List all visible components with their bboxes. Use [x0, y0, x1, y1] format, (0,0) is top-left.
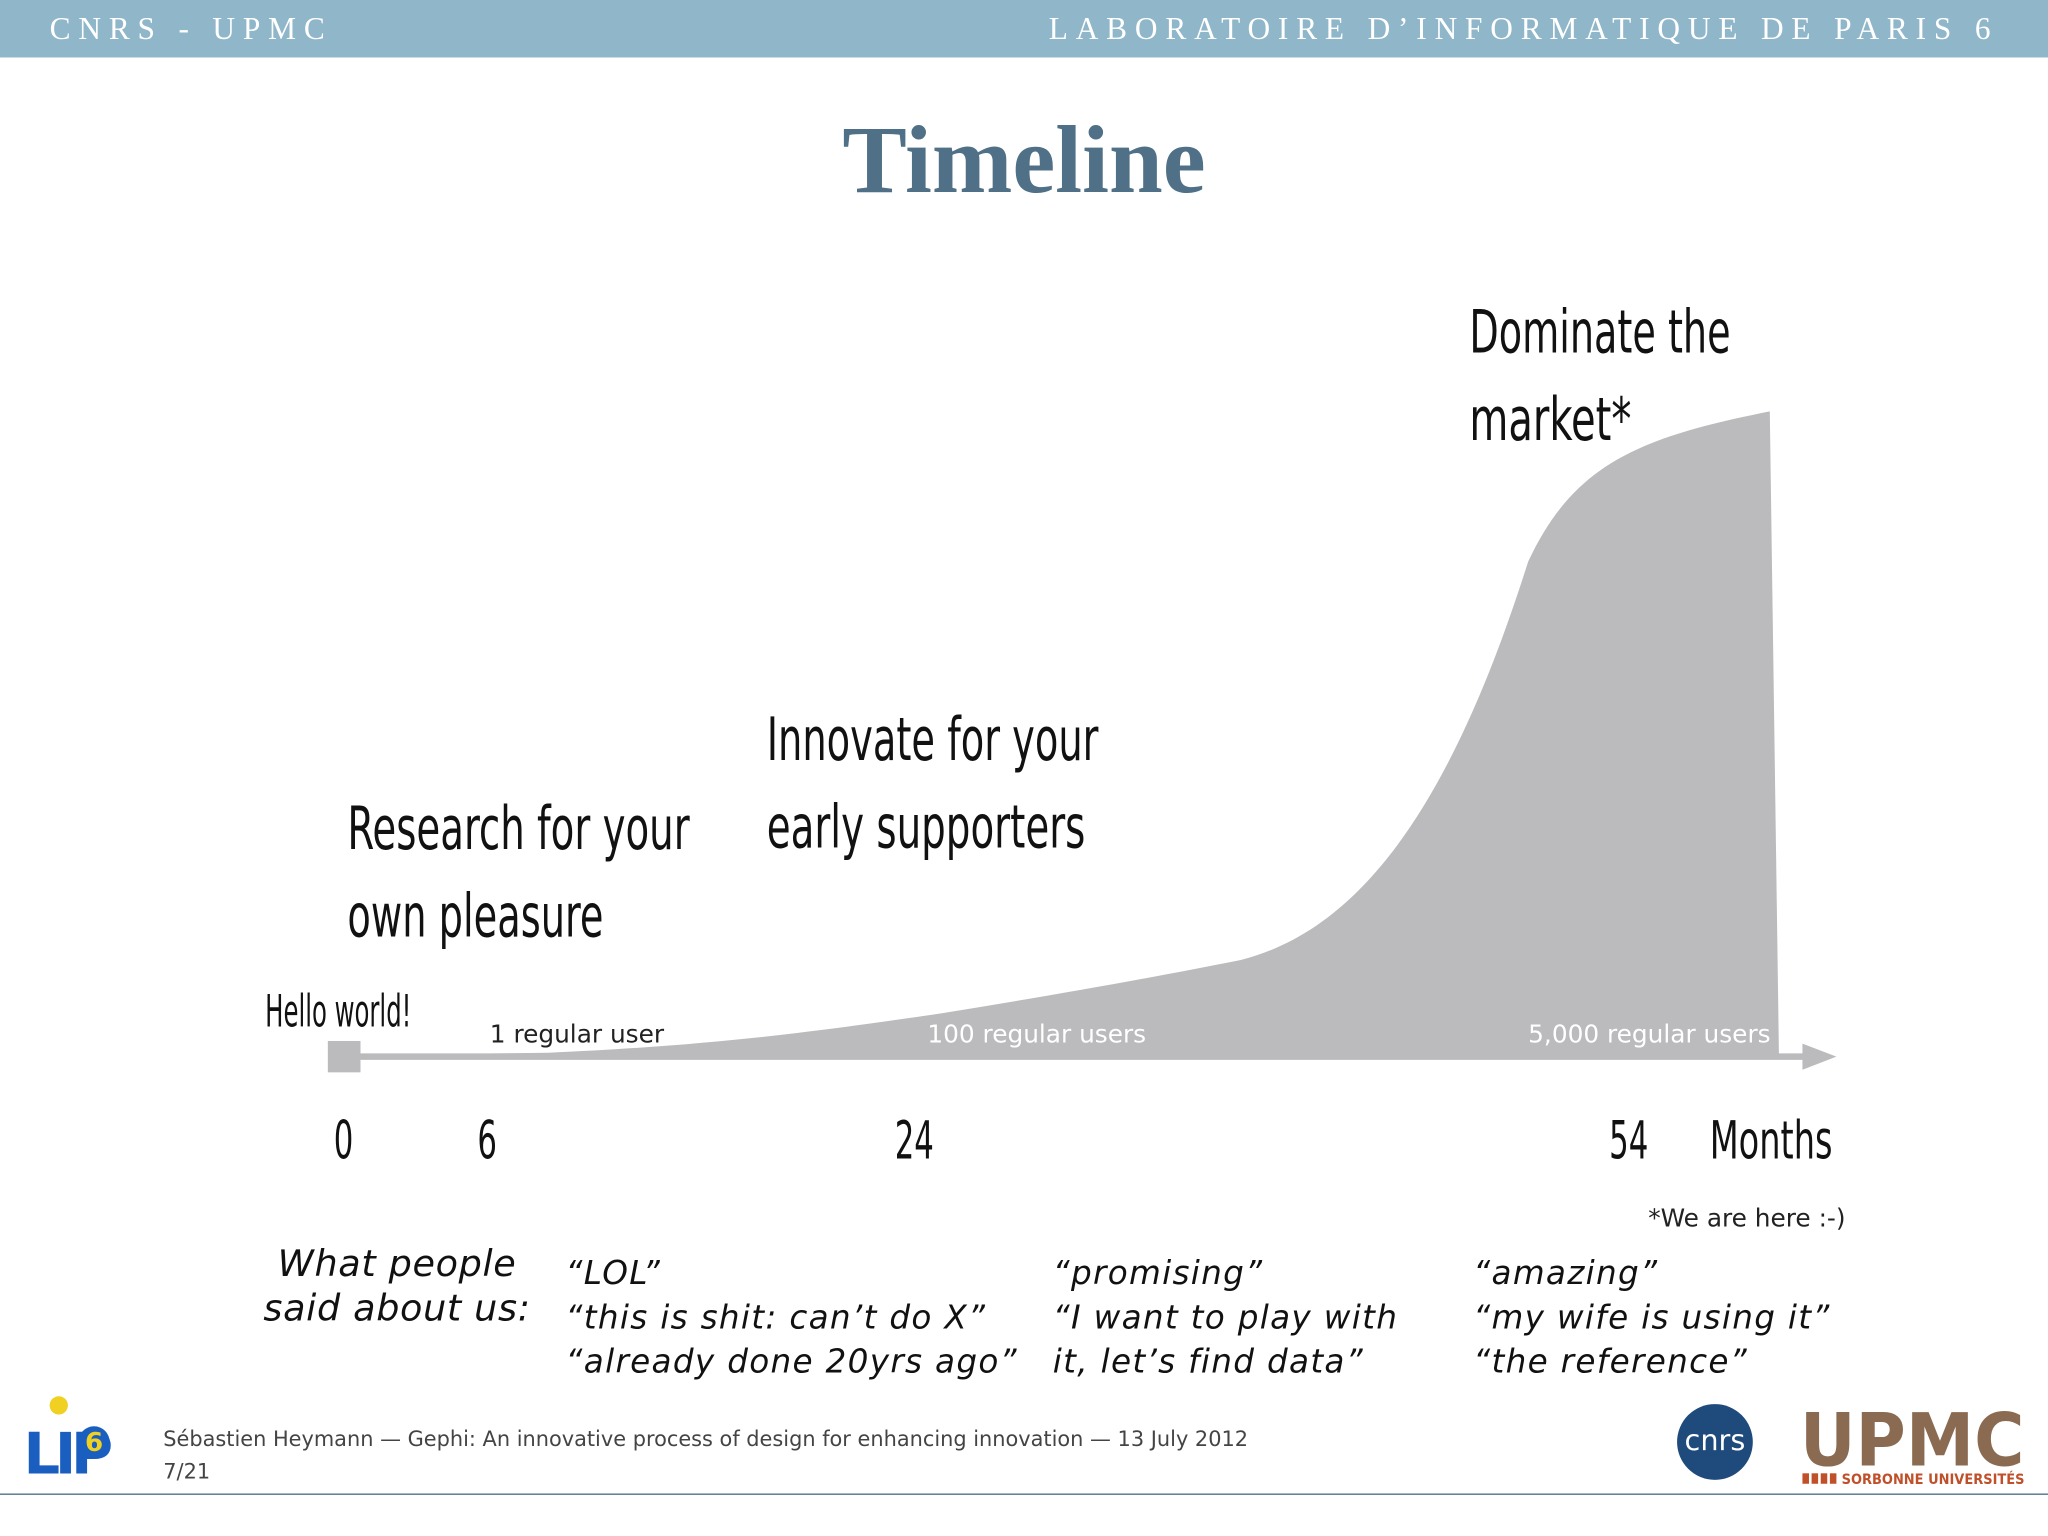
header-bar — [0, 0, 2048, 58]
sorbonne-logo: SORBONNE UNIVERSITÉS — [1842, 1471, 2025, 1488]
sorbonne-mark — [1811, 1473, 1819, 1484]
quote: “promising” — [1053, 1254, 1264, 1292]
phase-label: own pleasure — [347, 881, 603, 951]
phase-label: Research for your — [347, 794, 690, 864]
cnrs-logo: cnrs — [1685, 1423, 1746, 1457]
quotes-label: said about us: — [263, 1286, 530, 1329]
lip-digit: 6 — [85, 1428, 103, 1458]
quote: “this is shit: can’t do X” — [566, 1298, 987, 1336]
lip-dot — [49, 1396, 68, 1415]
tick-label: 24 — [895, 1112, 934, 1172]
note: *We are here :-) — [1648, 1203, 1845, 1232]
sorbonne-mark — [1802, 1473, 1809, 1484]
quote: “LOL” — [566, 1254, 662, 1292]
tick-label: 54 — [1609, 1112, 1648, 1172]
quotes-label: What people — [278, 1242, 517, 1285]
footer-credit: Sébastien Heymann — Gephi: An innovative… — [163, 1427, 1248, 1451]
phase-label: Dominate the — [1469, 298, 1730, 368]
user-count: 100 regular users — [927, 1019, 1146, 1048]
lip-badge — [78, 1426, 110, 1458]
tick-label: 6 — [477, 1112, 497, 1172]
unit-label: Months — [1710, 1112, 1833, 1172]
cnrs-badge — [1677, 1404, 1753, 1480]
quote: “amazing” — [1473, 1254, 1658, 1292]
quote: “my wife is using it” — [1473, 1298, 1830, 1336]
slide-title: Timeline — [842, 106, 1205, 213]
user-count: 1 regular user — [490, 1019, 665, 1048]
phase-label: market* — [1469, 385, 1631, 455]
sorbonne-mark — [1829, 1473, 1837, 1484]
quote: “I want to play with — [1053, 1298, 1398, 1336]
growth-area — [346, 411, 1779, 1056]
quote: it, let’s find data” — [1053, 1343, 1364, 1381]
start-marker — [327, 1040, 361, 1073]
phase-label: early supporters — [767, 793, 1086, 863]
upmc-logo: UPMC — [1800, 1398, 2025, 1483]
axis-arrow — [1802, 1043, 1837, 1070]
quote: “already done 20yrs ago” — [566, 1343, 1018, 1381]
start-label: Hello world! — [265, 987, 411, 1038]
header-right: LABORATOIRE D’INFORMATIQUE DE PARIS 6 — [1049, 11, 1999, 46]
user-count: 5,000 regular users — [1528, 1019, 1770, 1048]
sorbonne-mark — [1820, 1473, 1828, 1484]
header-left: CNRS - UPMC — [50, 11, 333, 46]
quote: “the reference” — [1473, 1343, 1748, 1381]
phase-label: Innovate for your — [767, 705, 1099, 775]
tick-label: 0 — [334, 1112, 354, 1172]
footer-page: 7/21 — [163, 1460, 210, 1484]
